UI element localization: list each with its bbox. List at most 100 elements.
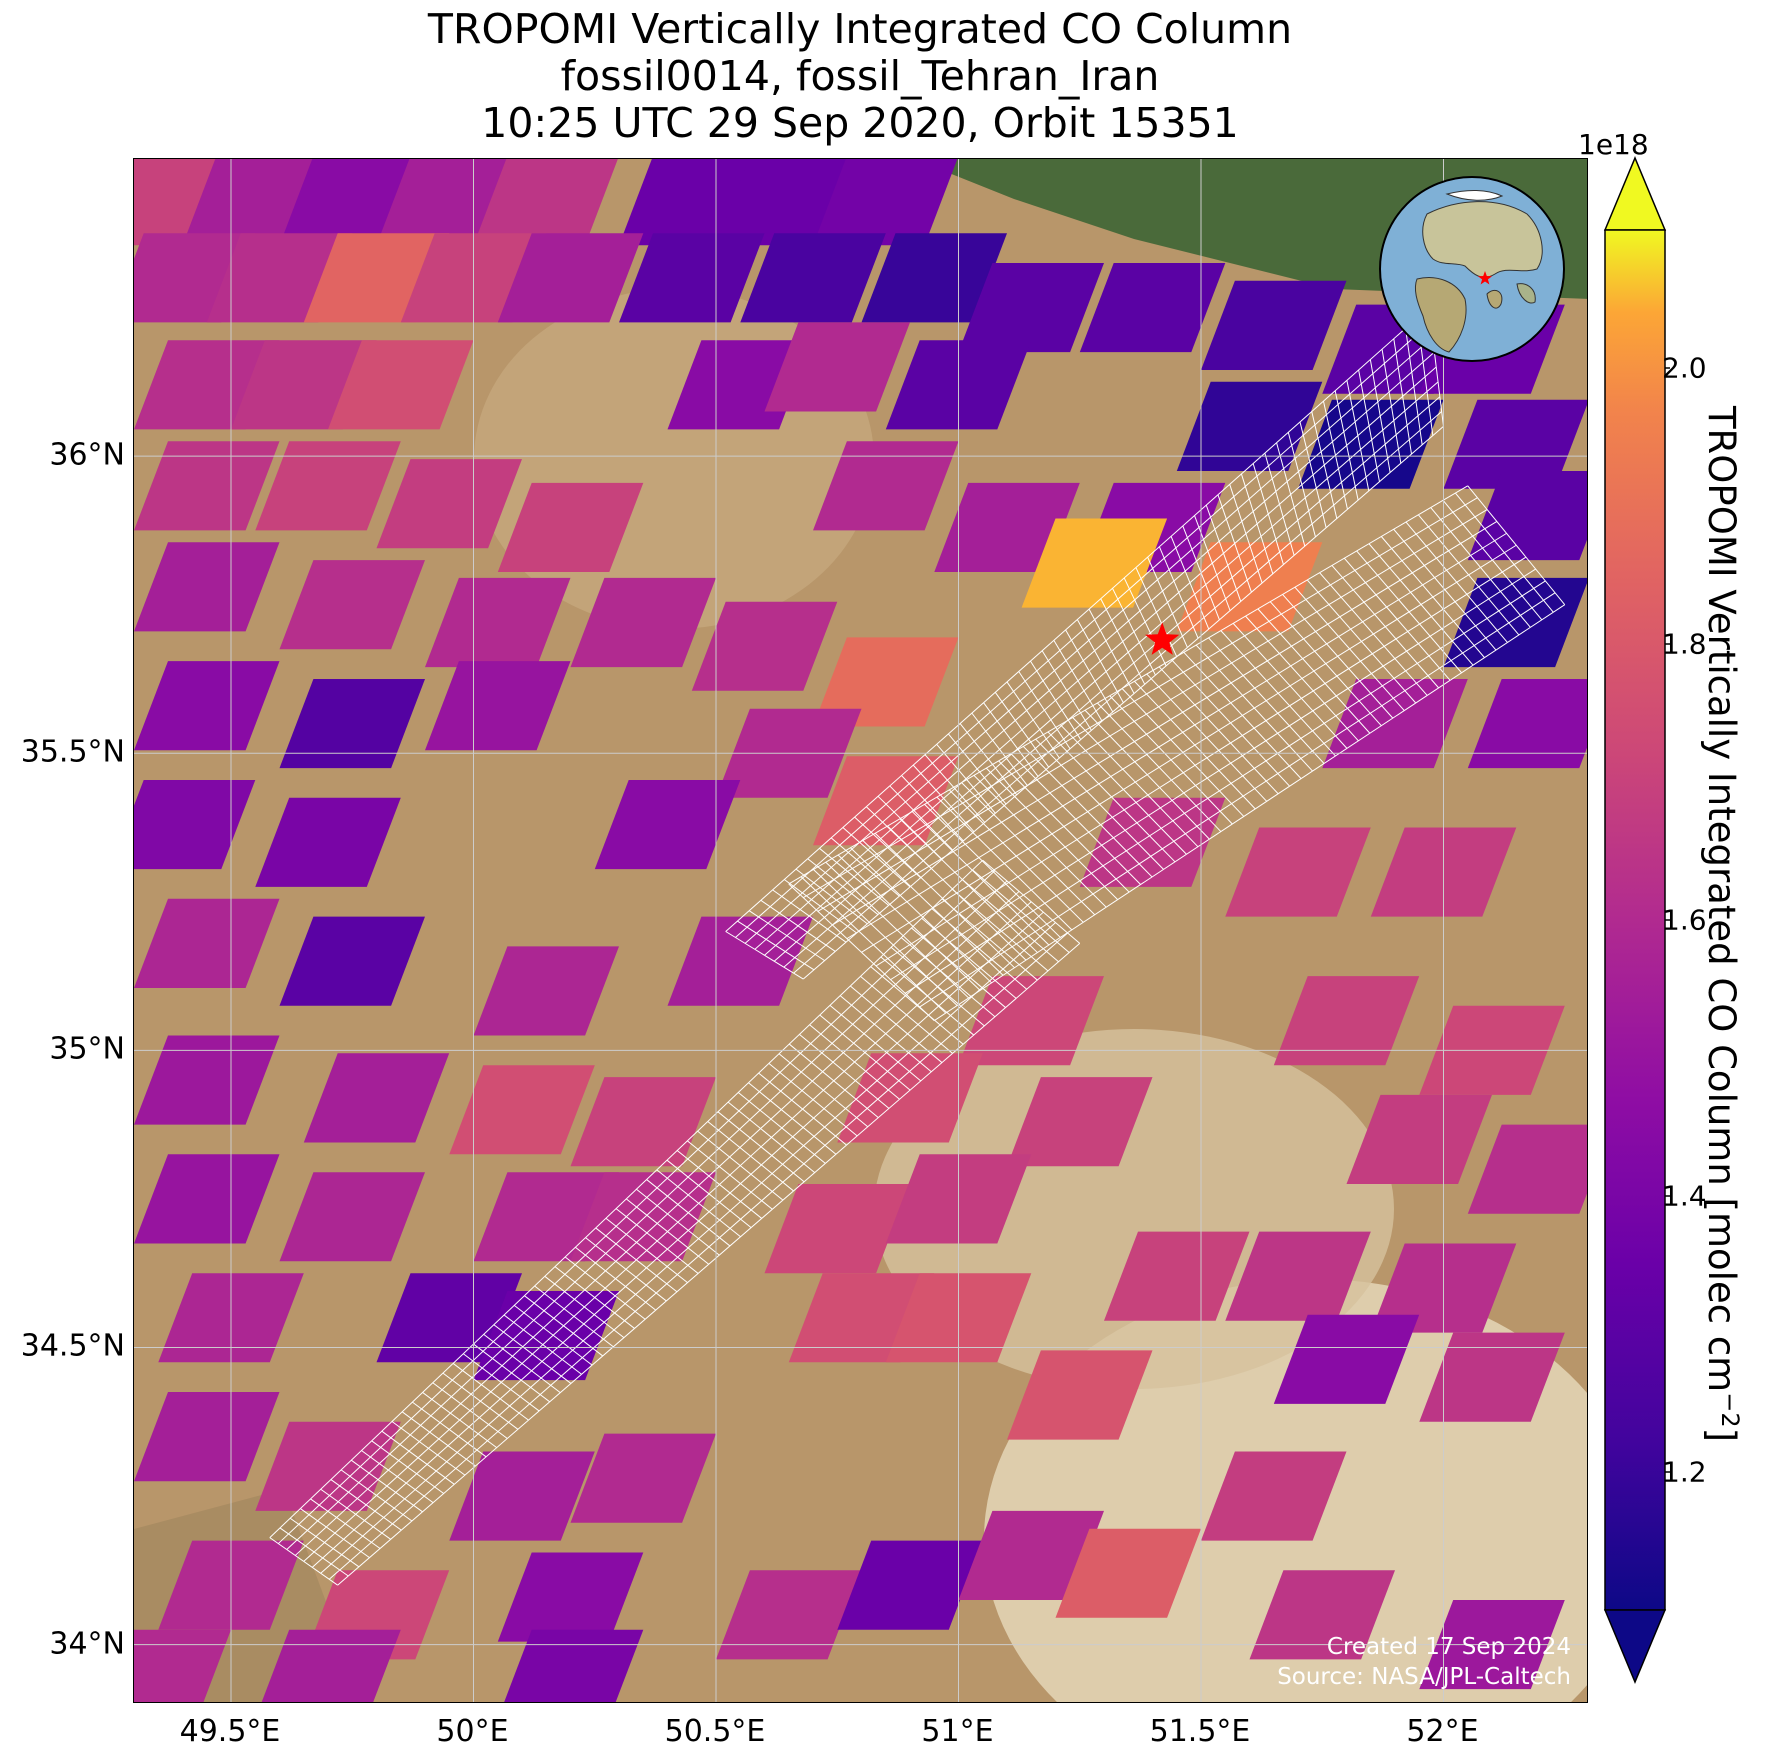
co-pixel — [1201, 280, 1347, 370]
co-pixel — [1104, 1231, 1250, 1321]
co-pixel — [497, 482, 644, 572]
co-pixel — [570, 1433, 716, 1523]
co-pixel — [1201, 1451, 1347, 1541]
co-pixel — [1273, 976, 1420, 1066]
co-pixel — [134, 1035, 280, 1125]
co-pixel — [134, 661, 280, 751]
plot-title-line-1: TROPOMI Vertically Integrated CO Column — [427, 5, 1293, 53]
co-pixel — [279, 916, 425, 1006]
sounding-grid-line — [269, 859, 984, 1538]
longitude-tick-label: 49.5°E — [179, 1714, 281, 1749]
colorbar-gradient — [1604, 229, 1666, 1611]
co-pixel — [473, 946, 619, 1036]
sounding-grid-line — [846, 532, 1507, 940]
sounding-grid-line — [277, 870, 996, 1544]
co-pixel — [1273, 1314, 1420, 1404]
co-pixel — [570, 1077, 716, 1167]
target-marker-layer — [1145, 622, 1180, 655]
longitude-tick-label: 50.5°E — [664, 1714, 766, 1749]
longitude-tick-label: 51°E — [921, 1714, 994, 1749]
co-pixel — [261, 1629, 401, 1702]
credit-source: Source: NASA/JPL-Caltech — [1277, 1664, 1571, 1690]
co-pixel — [134, 898, 280, 988]
co-pixel — [691, 601, 838, 691]
co-pixel — [1443, 399, 1587, 489]
co-pixel — [1346, 1094, 1492, 1184]
co-pixel — [813, 441, 959, 531]
co-pixel — [934, 482, 1080, 572]
co-pixel — [376, 1273, 522, 1363]
co-pixel — [619, 233, 765, 323]
sounding-grid-line — [933, 604, 1566, 1022]
co-pixel — [255, 441, 401, 531]
sounding-grid-line — [764, 366, 1437, 956]
credit-created: Created 17 Sep 2024 — [1326, 1634, 1571, 1660]
co-pixel — [425, 661, 571, 751]
co-pixel — [1225, 827, 1371, 917]
co-pixel — [376, 459, 522, 549]
co-pixel — [134, 1629, 231, 1702]
co-pixel — [594, 780, 741, 870]
colorbar-label-close: ] — [1699, 1427, 1743, 1443]
colorbar-extend-max — [1603, 156, 1667, 231]
co-pixel — [667, 916, 813, 1006]
sounding-grid-line — [735, 322, 1432, 938]
graticule — [134, 159, 1587, 1702]
co-pixel — [764, 1184, 910, 1274]
colorbar-label-superscript: −2 — [1716, 1392, 1745, 1428]
co-pixel — [570, 577, 716, 668]
latitude-tick-label: 34.5°N — [20, 1328, 125, 1364]
colorbar-tick-label: 1.4 — [1662, 1179, 1707, 1213]
sounding-grid-line — [817, 509, 1488, 912]
co-pixel — [134, 542, 280, 632]
latitude-tick-label: 34°N — [49, 1626, 125, 1662]
sounding-grid-line — [783, 396, 1441, 968]
co-pixel — [1298, 399, 1444, 489]
co-pixel — [1079, 797, 1226, 887]
sounding-grid-line — [294, 891, 1020, 1556]
colorbar-label-text: TROPOMI Vertically Integrated CO Column … — [1699, 405, 1743, 1393]
co-pixel — [134, 441, 280, 531]
co-pixel — [958, 1510, 1104, 1600]
co-pixel — [449, 1451, 595, 1541]
longitude-tick-label: 50°E — [436, 1714, 509, 1749]
sounding-grid-line — [861, 544, 1517, 953]
co-pixel — [134, 780, 256, 870]
sounding-grid-line — [904, 580, 1546, 994]
colorbar-label: TROPOMI Vertically Integrated CO Column … — [1700, 224, 1744, 1624]
co-pixel — [1007, 1350, 1153, 1440]
co-pixel — [473, 159, 618, 246]
co-pixel — [764, 322, 910, 412]
co-pixel — [1467, 679, 1587, 769]
co-pixel — [134, 159, 230, 246]
co-pixel — [1079, 263, 1226, 353]
sounding-grid-line — [311, 911, 1044, 1568]
co-pixel — [1443, 577, 1587, 668]
co-pixel — [1467, 1124, 1587, 1214]
latitude-tick-label: 35.5°N — [20, 734, 125, 770]
sounding-grid-line — [754, 351, 1435, 950]
longitude-tick-label: 51.5°E — [1149, 1714, 1251, 1749]
sounding-grid-line — [320, 922, 1056, 1574]
colorbar — [1603, 156, 1670, 1684]
sounding-grid-line — [725, 307, 1430, 932]
latitude-tick-label: 36°N — [49, 437, 125, 473]
colorbar-tick-label: 2.0 — [1662, 351, 1707, 385]
co-pixel — [1419, 1332, 1565, 1422]
co-pixel — [1225, 1231, 1371, 1321]
co-pixel — [255, 797, 401, 887]
co-pixel — [504, 1629, 644, 1702]
sounding-grid-line — [303, 901, 1032, 1562]
co-pixel — [328, 340, 474, 430]
sounding-grid-line — [803, 497, 1478, 899]
co-pixel — [1249, 1570, 1395, 1660]
colorbar-tick-label: 1.6 — [1662, 903, 1707, 937]
plot-title-line-2: fossil0014, fossil_Tehran_Iran — [560, 52, 1160, 100]
co-pixel — [958, 263, 1104, 353]
co-pixel — [279, 679, 425, 769]
co-pixel — [497, 1552, 644, 1642]
globe-target-star-icon — [1477, 271, 1493, 285]
sounding-grid-line — [802, 426, 1444, 980]
co-pixel — [813, 159, 958, 246]
target-sounding-grid — [269, 307, 1566, 1586]
